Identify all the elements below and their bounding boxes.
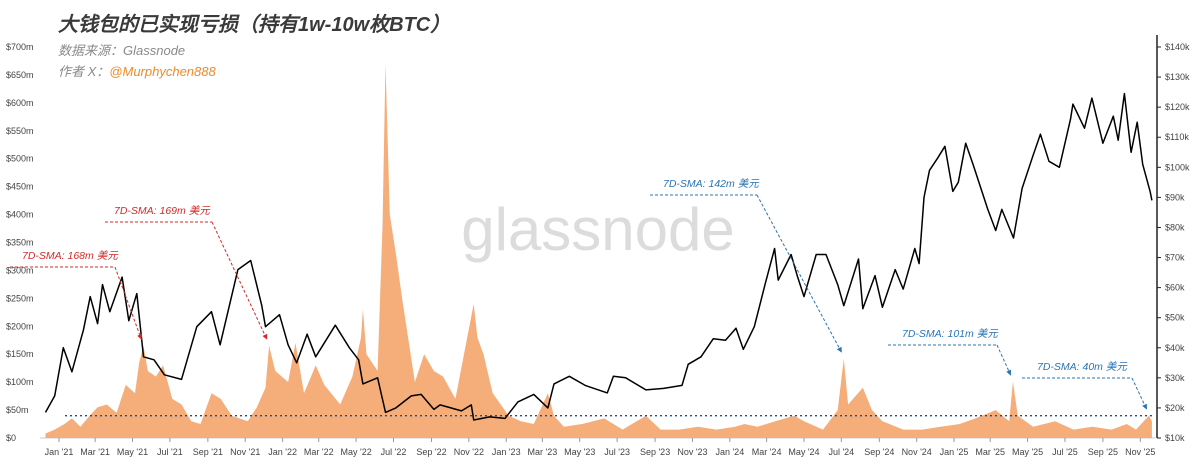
annotation-arrowhead: [836, 346, 842, 353]
right-axis: $10k $20k $30k $40k $50k $60k $70k $80k $90k $100…: [1156, 35, 1190, 443]
x-tick-label: Jan '25: [940, 447, 969, 457]
x-tick-label: Mar '22: [304, 447, 334, 457]
annotation-label: 7D-SMA: 169m 美元: [114, 205, 211, 217]
btc-price-line: [44, 92, 1153, 421]
author-prefix: 作者 X：: [58, 64, 110, 79]
left-tick-label: $100m: [6, 377, 34, 387]
x-tick-label: Sep '22: [416, 447, 446, 457]
annotation-pointer: [211, 221, 268, 341]
x-tick-label: Sep '21: [193, 447, 223, 457]
left-tick-label: $500m: [6, 154, 34, 164]
x-tick-label: Jan '21: [45, 447, 74, 457]
annotation-label: 7D-SMA: 40m 美元: [1037, 361, 1128, 373]
right-tick-label: $60k: [1165, 283, 1185, 293]
right-tick-label: $110k: [1165, 132, 1189, 142]
x-tick-label: Nov '21: [230, 447, 260, 457]
annotation-pointer: [756, 194, 843, 353]
left-tick-label: $150m: [6, 349, 34, 359]
watermark: glassnode: [461, 196, 735, 263]
x-tick-label: Jan '23: [492, 447, 521, 457]
author-credit: 作者 X：@Murphychen888: [58, 61, 216, 80]
annotation-pointer: [1131, 377, 1148, 410]
right-tick-label: $130k: [1165, 72, 1190, 82]
right-tick-label: $120k: [1165, 102, 1190, 112]
left-tick-label: $600m: [6, 98, 34, 108]
x-tick-label: Jul '25: [1052, 447, 1078, 457]
x-tick-label: May '22: [341, 447, 372, 457]
x-axis: Jan '21 Mar '21 May '21 Jul '21 Sep '21 Nov '…: [40, 437, 1155, 457]
x-tick-label: Sep '23: [640, 447, 670, 457]
annotation-pointer: [114, 266, 143, 341]
annotation-label: 7D-SMA: 168m 美元: [22, 250, 119, 262]
plot-area: [44, 63, 1155, 439]
x-tick-label: Mar '21: [80, 447, 110, 457]
annotation-arrowhead: [137, 333, 143, 340]
left-tick-label: $550m: [6, 126, 34, 136]
x-tick-label: May '24: [788, 447, 819, 457]
annotation-label: 7D-SMA: 101m 美元: [902, 328, 999, 340]
left-tick-label: $200m: [6, 321, 34, 331]
x-tick-label: Mar '24: [752, 447, 782, 457]
x-tick-label: Jan '24: [715, 447, 744, 457]
annotation-pointer: [996, 344, 1012, 376]
right-tick-label: $90k: [1165, 192, 1185, 202]
left-tick-label: $0: [6, 433, 16, 443]
x-tick-label: Mar '25: [975, 447, 1005, 457]
left-tick-label: $650m: [6, 70, 34, 80]
left-tick-label: $400m: [6, 210, 34, 220]
x-tick-label: May '21: [117, 447, 148, 457]
author-handle: @Murphychen888: [109, 64, 216, 79]
annotation-label: 7D-SMA: 142m 美元: [663, 178, 760, 190]
left-tick-label: $50m: [6, 405, 29, 415]
x-tick-label: Jul '21: [157, 447, 183, 457]
left-tick-label: $250m: [6, 293, 34, 303]
x-tick-label: Jul '24: [828, 447, 854, 457]
right-tick-label: $70k: [1165, 253, 1185, 263]
chart-title: 大钱包的已实现亏损（持有1w-10w枚BTC）: [58, 14, 451, 36]
x-tick-label: Nov '23: [677, 447, 707, 457]
left-tick-label: $450m: [6, 182, 34, 192]
annotations: 7D-SMA: 168m 美元 7D-SMA: 169m 美元 7D-SMA: 14…: [10, 178, 1148, 410]
x-tick-label: Nov '22: [454, 447, 484, 457]
x-tick-label: May '23: [564, 447, 595, 457]
annotation-arrowhead: [1006, 369, 1011, 376]
x-tick-label: May '25: [1012, 447, 1043, 457]
left-tick-label: $350m: [6, 238, 34, 248]
right-tick-label: $140k: [1165, 42, 1190, 52]
right-tick-label: $40k: [1165, 343, 1185, 353]
left-tick-label: $300m: [6, 265, 34, 275]
annotation-arrowhead: [262, 333, 268, 340]
x-tick-label: Jul '22: [381, 447, 407, 457]
x-tick-label: Mar '23: [527, 447, 557, 457]
x-tick-label: Jan '22: [268, 447, 297, 457]
right-tick-label: $50k: [1165, 313, 1185, 323]
realized-loss-area: [45, 63, 1152, 439]
left-tick-label: $700m: [6, 42, 34, 52]
right-tick-label: $30k: [1165, 373, 1185, 383]
right-tick-label: $100k: [1165, 162, 1190, 172]
right-tick-label: $20k: [1165, 403, 1185, 413]
x-tick-label: Sep '24: [864, 447, 894, 457]
left-axis: $0 $50m $100m $150m $200m $250m $300m $350m $400…: [6, 42, 34, 443]
x-tick-label: Nov '25: [1125, 447, 1155, 457]
x-tick-label: Nov '24: [902, 447, 932, 457]
x-tick-label: Jul '23: [604, 447, 630, 457]
right-tick-label: $10k: [1165, 433, 1185, 443]
data-source: 数据来源：Glassnode: [58, 43, 186, 58]
x-tick-label: Sep '25: [1088, 447, 1118, 457]
right-tick-label: $80k: [1165, 222, 1185, 232]
annotation-arrowhead: [1142, 403, 1147, 410]
